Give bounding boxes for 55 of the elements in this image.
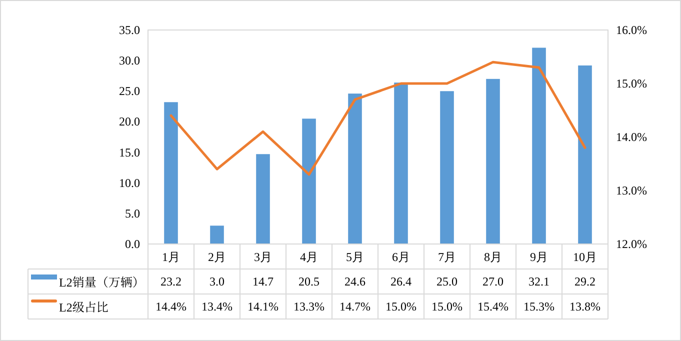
bar [440,91,454,244]
data-label: 14.1% [248,300,278,314]
x-tick-label: 9月 [530,250,548,264]
legend-label: L2级占比 [59,300,108,314]
data-label: 23.2 [160,274,182,288]
data-label: 3.0 [210,274,224,288]
x-tick-label: 1月 [162,250,180,264]
y-tick-label: 5.0 [125,206,140,220]
x-tick-label: 10月 [573,250,597,264]
y-tick-label: 20.0 [119,114,140,129]
bar [210,226,224,244]
data-label: 15.3% [524,300,554,314]
bar [532,48,546,244]
x-tick-label: 5月 [346,250,364,264]
x-tick-label: 2月 [208,250,226,264]
data-label: 24.6 [344,274,366,288]
y2-tick-label: 14.0% [616,130,647,144]
x-tick-label: 7月 [438,250,456,264]
bar [256,154,270,244]
data-label: 14.7% [340,300,370,314]
bar [394,82,408,244]
bar [302,118,316,244]
data-label: 29.2 [574,274,596,288]
y2-tick-label: 16.0% [616,23,647,37]
data-label: 15.4% [478,300,508,314]
data-label: 14.7 [252,274,274,288]
data-label: 15.0% [386,300,416,314]
y-tick-label: 25.0 [119,84,140,98]
data-label: 27.0 [482,274,504,288]
legend-label: L2销量（万辆） [59,276,144,290]
x-tick-label: 4月 [300,250,318,264]
y2-tick-label: 13.0% [616,184,647,198]
y-tick-label: 35.0 [119,23,140,37]
y-tick-label: 10.0 [119,176,140,190]
bar [348,94,362,244]
y2-tick-label: 15.0% [616,76,647,90]
data-label: 13.3% [294,300,324,314]
data-label: 25.0 [436,274,458,288]
y2-tick-label: 12.0% [616,237,647,251]
bar [164,102,178,244]
y-tick-label: 15.0 [119,145,140,160]
data-label: 13.8% [570,300,600,314]
data-label: 14.4% [156,300,186,314]
data-label: 32.1 [528,274,550,288]
y-tick-label: 30.0 [119,54,140,68]
y-tick-label: 0.0 [125,237,140,251]
x-tick-label: 8月 [484,250,502,264]
x-tick-label: 3月 [254,250,272,264]
data-label: 15.0% [432,300,462,314]
x-tick-label: 6月 [392,250,410,264]
bar [578,65,592,244]
bar [486,78,500,244]
data-label: 20.5 [298,274,320,288]
data-label: 13.4% [202,300,232,314]
data-label: 26.4 [390,274,412,288]
